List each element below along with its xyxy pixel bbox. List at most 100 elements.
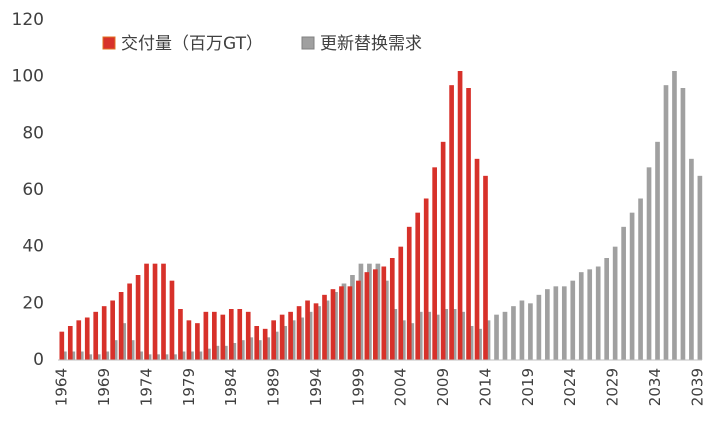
bar bbox=[406, 226, 412, 360]
bar bbox=[152, 263, 158, 360]
bar bbox=[282, 326, 288, 360]
x-tick-label: 1964 bbox=[53, 368, 71, 406]
bar bbox=[299, 317, 304, 360]
bar bbox=[434, 314, 440, 360]
bar bbox=[333, 292, 338, 360]
bar bbox=[341, 283, 347, 360]
bar bbox=[375, 263, 381, 360]
bar bbox=[228, 309, 234, 360]
bar bbox=[392, 309, 398, 360]
bar bbox=[468, 326, 474, 360]
bar bbox=[440, 141, 446, 360]
x-tick-label: 2034 bbox=[646, 368, 664, 406]
bar bbox=[384, 280, 389, 360]
bar bbox=[381, 266, 387, 360]
bar bbox=[172, 354, 177, 360]
legend-label: 更新替换需求 bbox=[320, 34, 422, 54]
bar bbox=[330, 289, 336, 360]
bar bbox=[203, 311, 209, 360]
bar bbox=[432, 167, 437, 360]
bar bbox=[426, 311, 432, 360]
bar bbox=[189, 351, 194, 360]
bar bbox=[423, 198, 429, 360]
bar bbox=[112, 340, 118, 360]
bar bbox=[460, 311, 465, 360]
x-tick-label: 2019 bbox=[519, 368, 537, 406]
bar bbox=[214, 345, 220, 360]
bar bbox=[93, 311, 99, 360]
bar bbox=[398, 246, 404, 360]
bar bbox=[206, 348, 211, 360]
bar bbox=[161, 263, 166, 360]
bar bbox=[417, 311, 423, 360]
bar bbox=[256, 340, 262, 360]
bar bbox=[612, 246, 618, 360]
bar bbox=[180, 351, 186, 360]
bar bbox=[62, 351, 67, 360]
bar bbox=[186, 320, 192, 360]
bar bbox=[474, 158, 480, 360]
bar bbox=[373, 269, 378, 360]
bar bbox=[155, 354, 160, 360]
bar bbox=[288, 311, 293, 360]
bar bbox=[367, 263, 372, 360]
y-tick-label: 120 bbox=[12, 10, 44, 30]
bar bbox=[553, 286, 559, 360]
x-tick-label: 1979 bbox=[180, 368, 198, 406]
bar bbox=[67, 326, 73, 360]
bar bbox=[697, 175, 703, 360]
bar bbox=[265, 337, 271, 360]
bar bbox=[296, 306, 302, 360]
bar bbox=[604, 258, 610, 360]
bar bbox=[502, 311, 508, 360]
bar bbox=[121, 323, 127, 360]
bar bbox=[477, 328, 482, 360]
bar bbox=[248, 337, 254, 360]
bar bbox=[578, 272, 584, 360]
bar bbox=[409, 323, 415, 360]
bar bbox=[400, 320, 406, 360]
y-tick-label: 20 bbox=[22, 293, 44, 313]
bar bbox=[638, 198, 643, 360]
bar bbox=[313, 303, 319, 360]
bar bbox=[101, 306, 107, 360]
y-tick-label: 40 bbox=[22, 237, 44, 257]
bar bbox=[595, 266, 601, 360]
bar bbox=[290, 320, 296, 360]
bar bbox=[466, 88, 471, 360]
bar bbox=[212, 311, 217, 360]
bar bbox=[316, 306, 321, 360]
bar bbox=[528, 303, 533, 360]
y-tick-label: 100 bbox=[12, 67, 44, 87]
bar bbox=[197, 351, 203, 360]
bar bbox=[129, 340, 135, 360]
bar bbox=[70, 351, 76, 360]
bar bbox=[78, 351, 84, 360]
bar bbox=[322, 294, 327, 360]
bar bbox=[415, 212, 421, 360]
bar bbox=[223, 345, 228, 360]
bar bbox=[339, 286, 344, 360]
bar bbox=[95, 354, 101, 360]
bar bbox=[621, 226, 626, 360]
bar bbox=[169, 280, 175, 360]
bar bbox=[239, 340, 245, 360]
bar bbox=[485, 320, 491, 360]
bar bbox=[350, 275, 355, 360]
bar bbox=[545, 289, 550, 360]
bar bbox=[279, 314, 285, 360]
bar bbox=[76, 320, 82, 360]
bar bbox=[511, 306, 516, 360]
bar bbox=[587, 269, 593, 360]
bar bbox=[389, 258, 395, 360]
bar bbox=[519, 300, 525, 360]
legend-label: 交付量（百万GT） bbox=[121, 34, 263, 54]
bar bbox=[655, 141, 660, 360]
bar bbox=[220, 314, 226, 360]
bar bbox=[324, 300, 330, 360]
bar bbox=[305, 300, 310, 360]
legend-swatch bbox=[102, 36, 116, 50]
bar bbox=[245, 311, 251, 360]
x-tick-label: 1994 bbox=[307, 368, 325, 406]
